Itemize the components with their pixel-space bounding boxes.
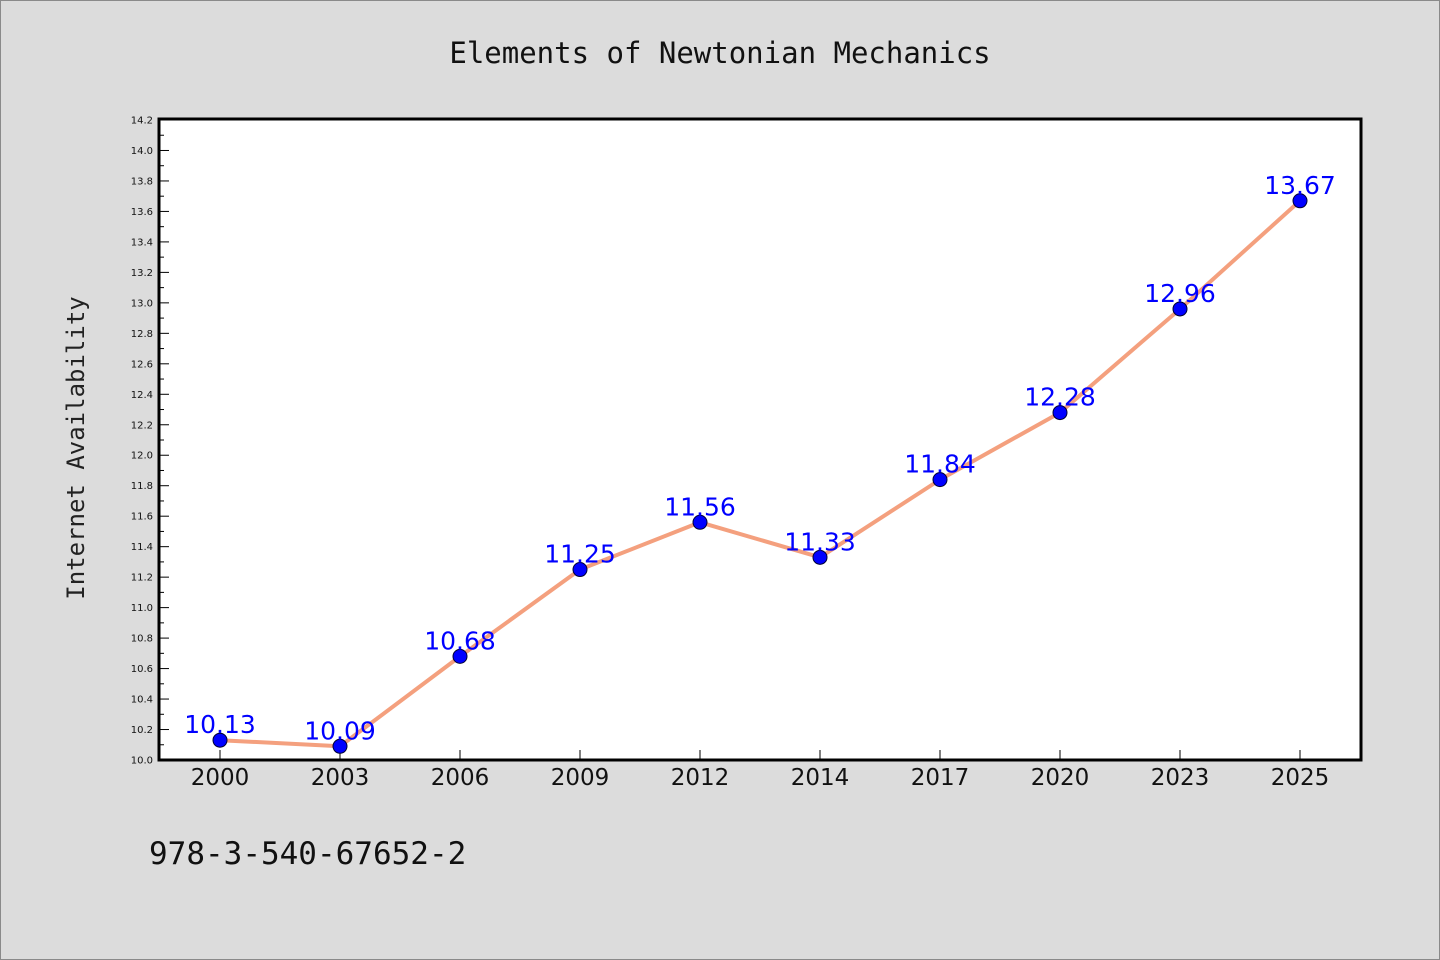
data-value-label: 13.67 (1264, 171, 1336, 200)
data-point-marker (1172, 301, 1188, 317)
x-tick-label: 2012 (671, 765, 730, 791)
y-axis-ticks: 10.0 10.2 10.4 10.6 10.8 11.0 11.2 11.4 11.6 11.8… (131, 116, 169, 767)
data-point-marker (932, 472, 948, 488)
series-line (218, 198, 1302, 749)
data-value-label: 11.84 (904, 450, 976, 479)
y-tick-label: 10.0 (131, 756, 153, 767)
series-line-group (218, 198, 1302, 749)
x-tick-label: 2023 (1151, 765, 1210, 791)
y-tick-label: 12.0 (131, 451, 153, 462)
y-tick-label: 11.0 (131, 603, 153, 614)
data-value-label: 12.96 (1144, 279, 1216, 308)
data-value-label: 11.25 (544, 540, 616, 569)
data-point-marker (812, 549, 828, 565)
y-tick-label: 10.4 (131, 695, 153, 706)
series-markers-group (212, 193, 1308, 754)
data-point-marker (452, 648, 468, 664)
data-value-label: 10.13 (184, 710, 256, 739)
y-tick-label: 13.4 (131, 237, 153, 248)
data-labels-group: 10.13 10.09 10.68 11.25 11.56 11.33 11.84 12.28… (184, 171, 1336, 746)
y-tick-label: 13.0 (131, 298, 153, 309)
y-tick-label: 12.6 (131, 359, 153, 370)
y-tick-label: 11.2 (131, 573, 153, 584)
y-tick-label: 12.8 (131, 329, 153, 340)
data-point-marker (692, 514, 708, 530)
y-tick-label: 10.8 (131, 634, 153, 645)
x-tick-label: 2009 (551, 765, 610, 791)
y-tick-label: 13.6 (131, 207, 153, 218)
data-value-label: 11.33 (784, 527, 856, 556)
x-tick-label: 2017 (911, 765, 970, 791)
data-value-label: 10.68 (424, 626, 496, 655)
data-value-label: 11.56 (664, 492, 736, 521)
data-point-marker (572, 562, 588, 578)
data-point-marker (1292, 193, 1308, 209)
y-tick-label: 10.6 (131, 664, 153, 675)
x-axis-ticks: 2000 2003 2006 2009 2012 2014 2017 2020 2023 2025 (191, 750, 1330, 791)
x-tick-label: 2000 (191, 765, 250, 791)
data-value-label: 10.09 (304, 716, 376, 745)
data-value-label: 12.28 (1024, 383, 1096, 412)
data-point-marker (1052, 405, 1068, 421)
y-axis-label: Internet Availability (62, 296, 90, 599)
y-tick-label: 13.8 (131, 176, 153, 187)
y-tick-label: 10.2 (131, 725, 153, 736)
x-tick-label: 2020 (1031, 765, 1090, 791)
x-tick-label: 2003 (311, 765, 370, 791)
x-tick-label: 2006 (431, 765, 490, 791)
data-point-marker (212, 732, 228, 748)
x-tick-label: 2025 (1271, 765, 1330, 791)
footer-isbn: 978-3-540-67652-2 (149, 836, 466, 872)
y-tick-label: 11.6 (131, 512, 153, 523)
y-tick-label: 14.2 (131, 116, 153, 127)
y-tick-label: 11.4 (131, 542, 153, 553)
y-tick-label: 13.2 (131, 268, 153, 279)
y-tick-label: 14.0 (131, 146, 153, 157)
x-tick-label: 2014 (791, 765, 850, 791)
plot-area (157, 117, 1363, 762)
y-tick-label: 11.8 (131, 481, 153, 492)
y-tick-label: 12.4 (131, 390, 153, 401)
y-tick-label: 12.2 (131, 420, 153, 431)
data-point-marker (332, 738, 348, 754)
chart-title: Elements of Newtonian Mechanics (449, 36, 990, 70)
